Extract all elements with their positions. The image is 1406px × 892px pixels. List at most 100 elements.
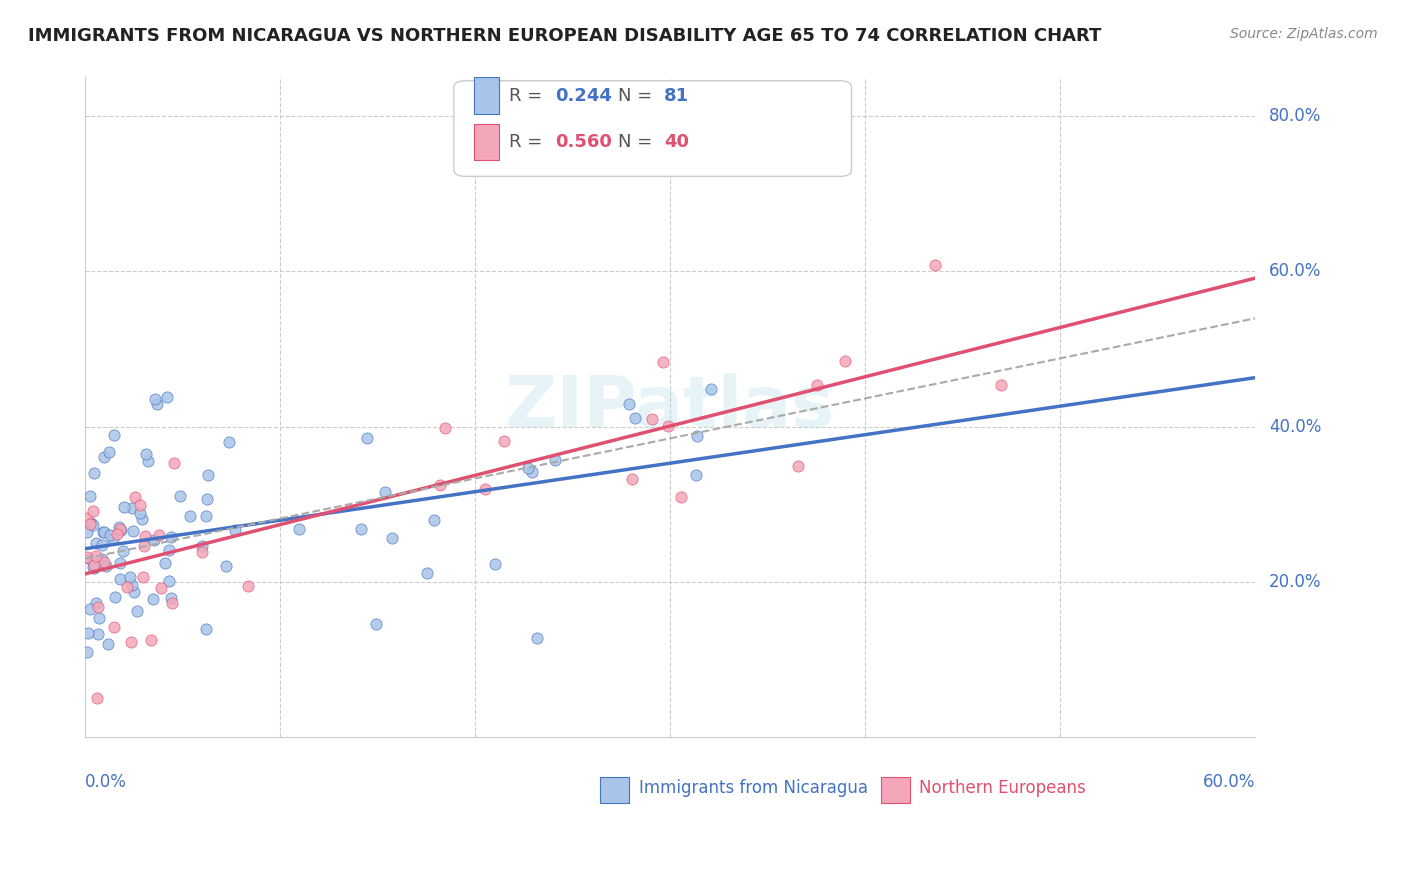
Point: [79, 552, 101, 566]
Point: [834, 353, 856, 368]
Point: [98, 528, 121, 542]
Point: [134, 529, 156, 543]
Point: [84, 549, 107, 563]
Point: [97, 637, 120, 651]
Point: [108, 522, 131, 536]
Point: [142, 533, 165, 547]
Point: [640, 411, 662, 425]
Point: [83, 561, 105, 575]
Point: [990, 377, 1012, 392]
Text: 60.0%: 60.0%: [1202, 773, 1256, 791]
Text: 0.560: 0.560: [555, 133, 613, 151]
Point: [159, 530, 181, 544]
Point: [526, 631, 548, 645]
Bar: [474, 78, 499, 113]
Point: [96, 558, 118, 573]
Point: [93, 524, 115, 539]
Point: [423, 513, 446, 527]
Point: [474, 482, 496, 496]
Point: [79, 489, 101, 503]
Point: [150, 581, 173, 595]
Point: [91, 524, 114, 539]
Point: [93, 555, 115, 569]
Point: [215, 559, 238, 574]
Point: [79, 601, 101, 615]
Text: Source: ZipAtlas.com: Source: ZipAtlas.com: [1230, 27, 1378, 41]
Point: [157, 574, 180, 588]
Text: Immigrants from Nicaragua: Immigrants from Nicaragua: [638, 780, 868, 797]
Point: [124, 490, 146, 504]
Point: [179, 509, 201, 524]
Point: [238, 579, 260, 593]
Text: 0.0%: 0.0%: [86, 773, 127, 791]
Point: [685, 467, 707, 482]
Bar: [880, 777, 910, 803]
Text: Northern Europeans: Northern Europeans: [920, 780, 1085, 797]
Point: [153, 557, 176, 571]
Point: [83, 558, 105, 572]
Point: [91, 551, 114, 566]
Point: [924, 258, 946, 272]
Point: [374, 484, 396, 499]
Point: [224, 523, 246, 537]
Point: [686, 429, 709, 443]
Point: [80, 516, 103, 530]
Point: [82, 504, 104, 518]
Text: 0.244: 0.244: [555, 87, 613, 105]
Point: [135, 447, 157, 461]
Point: [143, 392, 166, 406]
Point: [103, 428, 125, 442]
Point: [132, 539, 155, 553]
Point: [76, 645, 98, 659]
Point: [122, 524, 145, 539]
Point: [366, 616, 388, 631]
Point: [197, 467, 219, 482]
Point: [84, 535, 107, 549]
Point: [82, 559, 104, 574]
Point: [288, 522, 311, 536]
Point: [195, 508, 218, 523]
Text: ZIPatlas: ZIPatlas: [505, 373, 835, 442]
Point: [160, 596, 183, 610]
Text: 40.0%: 40.0%: [1270, 417, 1322, 435]
Point: [131, 570, 153, 584]
Point: [194, 623, 217, 637]
Text: N =: N =: [617, 87, 658, 105]
Point: [128, 498, 150, 512]
Point: [669, 490, 692, 504]
Point: [107, 526, 129, 541]
Point: [142, 591, 165, 606]
Point: [195, 492, 218, 507]
Point: [169, 489, 191, 503]
Point: [621, 472, 644, 486]
Point: [83, 466, 105, 480]
Point: [108, 520, 131, 534]
Point: [148, 528, 170, 542]
Point: [517, 461, 540, 475]
Point: [160, 591, 183, 606]
Point: [624, 410, 647, 425]
Point: [522, 466, 544, 480]
Point: [115, 580, 138, 594]
FancyBboxPatch shape: [454, 81, 852, 177]
Bar: [600, 777, 630, 803]
Point: [122, 585, 145, 599]
Text: 81: 81: [665, 87, 689, 105]
Point: [136, 454, 159, 468]
Point: [89, 611, 111, 625]
Point: [76, 511, 98, 525]
Point: [76, 524, 98, 539]
Point: [544, 452, 567, 467]
Point: [191, 544, 214, 558]
Point: [806, 378, 828, 392]
Point: [93, 450, 115, 465]
Point: [157, 542, 180, 557]
Point: [110, 572, 132, 586]
Text: 40: 40: [665, 133, 689, 151]
Point: [84, 596, 107, 610]
Point: [101, 532, 124, 546]
Point: [484, 558, 506, 572]
Bar: [474, 124, 499, 160]
Point: [156, 390, 179, 404]
Text: R =: R =: [509, 133, 548, 151]
